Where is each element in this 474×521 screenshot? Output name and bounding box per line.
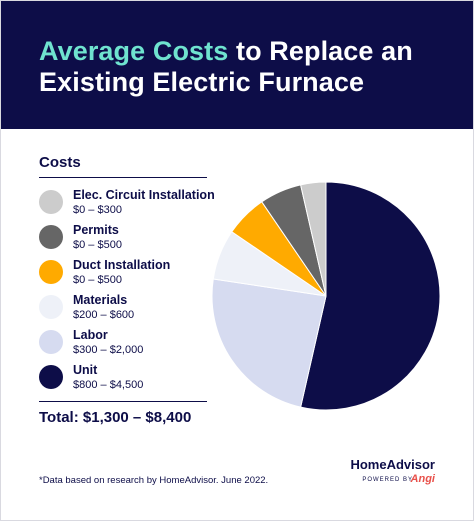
title-line2: Existing Electric Furnace [39, 67, 365, 97]
legend-label: Elec. Circuit Installation [73, 188, 215, 202]
legend-label: Materials [73, 293, 128, 307]
header-banner: Average Costs to Replace an Existing Ele… [1, 1, 473, 129]
angi-logo: Angi [410, 473, 435, 485]
powered-by-text: POWERED BY [362, 477, 413, 483]
legend-label: Duct Installation [73, 258, 171, 272]
legend-range: $200 – $600 [73, 309, 135, 321]
chart-title: Average Costs to Replace an Existing Ele… [39, 36, 459, 98]
legend-swatch [39, 190, 63, 214]
legend-label: Unit [73, 363, 98, 377]
legend-swatch [39, 260, 63, 284]
legend-label: Permits [73, 223, 119, 237]
legend-divider [39, 177, 207, 178]
legend-range: $0 – $300 [73, 204, 122, 216]
legend-range: $0 – $500 [73, 239, 122, 251]
homeadvisor-logo: HomeAdvisor [350, 457, 435, 472]
legend-range: $800 – $4,500 [73, 379, 144, 391]
pie-chart [211, 181, 441, 411]
pie-slice-elec-circuit-installation [300, 181, 327, 297]
legend-item-unit: Unit $800 – $4,500 [39, 363, 239, 395]
legend-item-duct-installation: Duct Installation $0 – $500 [39, 258, 239, 290]
legend-swatch [39, 295, 63, 319]
legend-swatch [39, 330, 63, 354]
legend-label: Labor [73, 328, 108, 342]
legend-item-permits: Permits $0 – $500 [39, 223, 239, 255]
legend-item-materials: Materials $200 – $600 [39, 293, 239, 325]
legend-heading: Costs [39, 154, 81, 171]
total-divider [39, 401, 207, 402]
legend-swatch [39, 365, 63, 389]
legend-item-elec-circuit: Elec. Circuit Installation $0 – $300 [39, 188, 239, 220]
legend-range: $300 – $2,000 [73, 344, 144, 356]
pie-slice-labor [211, 278, 327, 408]
title-rest: to Replace an [228, 36, 413, 66]
footnote: *Data based on research by HomeAdvisor. … [39, 475, 269, 486]
legend-item-labor: Labor $300 – $2,000 [39, 328, 239, 360]
total-cost: Total: $1,300 – $8,400 [39, 409, 192, 426]
title-accent: Average Costs [39, 36, 229, 66]
legend-range: $0 – $500 [73, 274, 122, 286]
pie-slice-unit [300, 181, 441, 411]
legend-swatch [39, 225, 63, 249]
